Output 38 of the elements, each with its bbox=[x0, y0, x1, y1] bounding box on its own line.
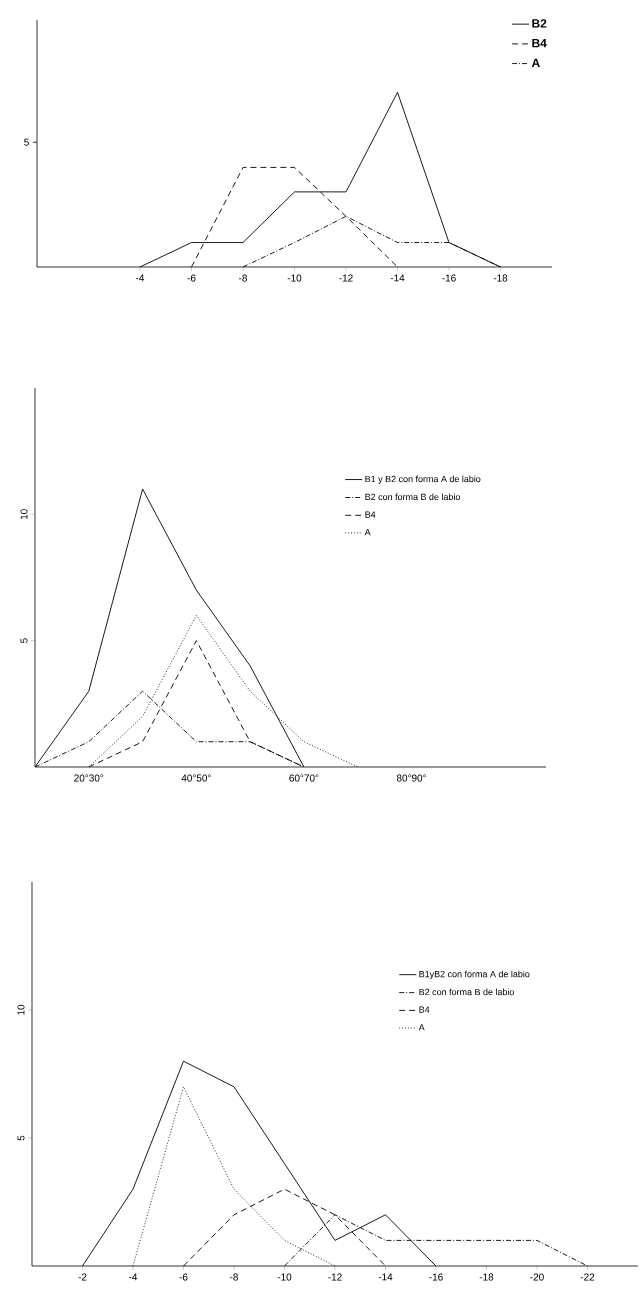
legend-label: B4 bbox=[365, 511, 376, 518]
x-tick-label: -20 bbox=[530, 1273, 544, 1281]
legend-label: B1yB2 con forma A de labio bbox=[419, 970, 530, 980]
x-tick-label: -16 bbox=[442, 274, 456, 282]
x-tick-label: -2 bbox=[78, 1273, 87, 1281]
x-tick-label: 20°30° bbox=[74, 774, 104, 782]
x-tick-label: 80°90° bbox=[396, 774, 426, 782]
legend-label: B2 con forma B de labio bbox=[419, 988, 514, 996]
x-tick-label: -16 bbox=[429, 1273, 443, 1281]
x-tick-label: -12 bbox=[339, 274, 353, 282]
y-tick-label: 10 bbox=[17, 1004, 25, 1015]
x-tick-label: -14 bbox=[378, 1273, 393, 1281]
legend-label: B2 con forma B de labio bbox=[365, 493, 460, 501]
x-tick-label: -12 bbox=[328, 1273, 342, 1281]
x-tick-label: -10 bbox=[287, 274, 302, 282]
x-tick-label: -18 bbox=[493, 274, 508, 282]
legend-label: B4 bbox=[532, 39, 547, 48]
x-tick-label: -8 bbox=[239, 274, 247, 282]
x-tick-label: 40°50° bbox=[181, 774, 211, 782]
y-tick-label: 5 bbox=[20, 638, 28, 644]
legend-label: B1 y B2 con forma A de labio bbox=[365, 475, 481, 484]
y-tick-label: 10 bbox=[20, 509, 28, 520]
x-tick-label: 60°70° bbox=[289, 774, 319, 782]
legend-label: A bbox=[364, 529, 371, 536]
legend-label: B2 bbox=[532, 19, 547, 28]
legend-label: A bbox=[418, 1024, 425, 1031]
x-tick-label: -6 bbox=[179, 1273, 188, 1281]
x-tick-label: -4 bbox=[136, 274, 145, 282]
x-tick-label: -10 bbox=[277, 1273, 292, 1281]
legend-label: A bbox=[531, 58, 540, 67]
x-tick-label: -18 bbox=[479, 1273, 494, 1281]
x-tick-label: -14 bbox=[390, 274, 405, 282]
x-tick-label: -22 bbox=[580, 1273, 595, 1281]
x-tick-label: -8 bbox=[230, 1273, 238, 1281]
x-tick-label: -6 bbox=[187, 274, 196, 282]
x-tick-label: -4 bbox=[129, 1273, 138, 1281]
legend-label: B4 bbox=[419, 1006, 430, 1013]
y-tick-label: 5 bbox=[17, 1135, 25, 1141]
